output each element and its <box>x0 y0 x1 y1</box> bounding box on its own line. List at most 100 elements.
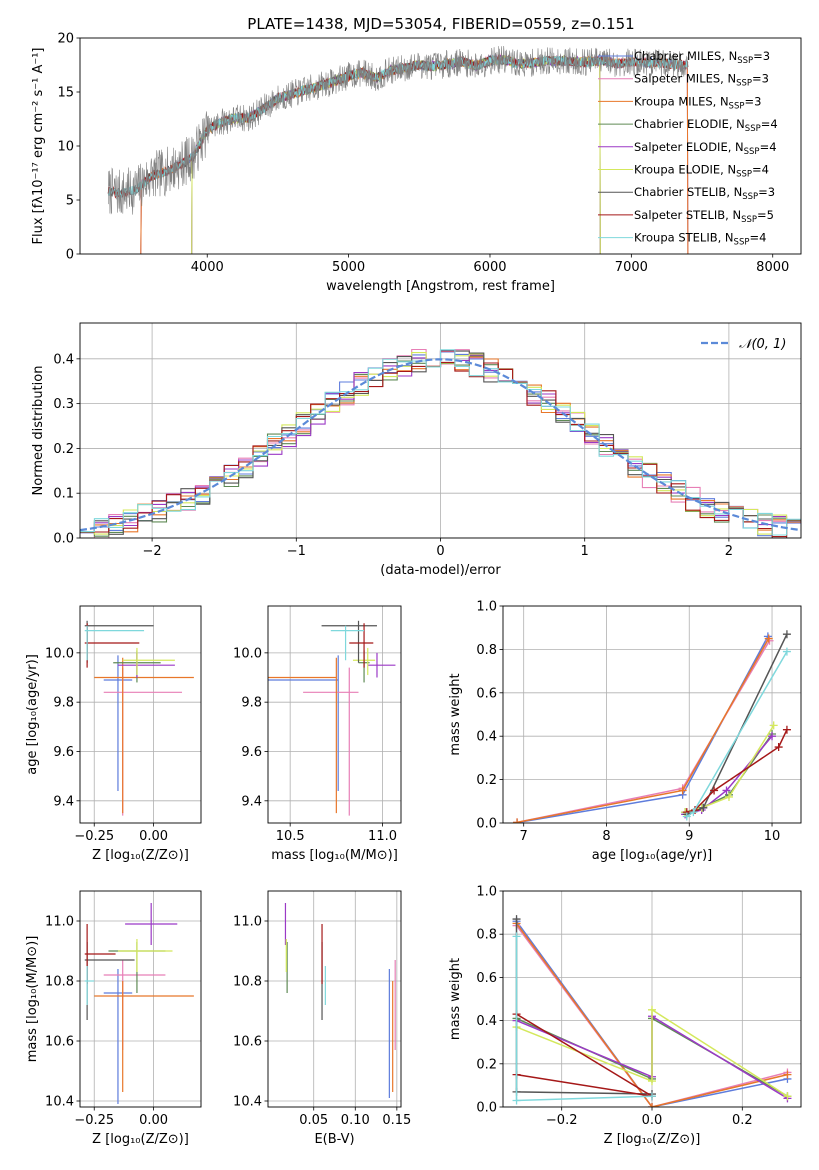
tick-label-x: 0.00 <box>139 1113 168 1128</box>
tick-label-y: 11.0 <box>233 915 262 930</box>
tick-label-y: 0.1 <box>53 487 74 502</box>
panel-weight_vs_age: 7 8 9 10 0.0 0.2 0.4 0.6 0.8 1.0 age [log₁₀(age/yr… <box>448 600 802 863</box>
legend-sub: SSP <box>745 124 761 134</box>
tick-label-x: 2 <box>725 544 733 559</box>
tick-label-x: 11.0 <box>368 829 397 844</box>
weight-marker <box>783 1092 792 1101</box>
weight-marker <box>783 1070 792 1079</box>
legend-nssp: =4 <box>761 117 778 131</box>
legend-sub: SSP <box>744 147 760 157</box>
model-line-chabrier-miles <box>140 54 689 254</box>
weight-marker <box>782 647 791 656</box>
model-line-kroupa-elodie <box>191 54 601 254</box>
legend-name: Salpeter MILES, N <box>634 72 736 86</box>
y-axis-label: Normed distribution <box>31 366 46 496</box>
tick-label-y: 10.8 <box>233 975 262 990</box>
tick-label-x: 9 <box>685 829 693 844</box>
legend-name: Kroupa STELIB, N <box>634 231 734 245</box>
legend-sub: SSP <box>734 238 750 248</box>
legend-sub: SSP <box>741 215 757 225</box>
plot-area <box>503 606 801 823</box>
tick-label-y: 0.4 <box>476 1014 497 1029</box>
model-line-chabrier-elodie <box>191 54 601 254</box>
tick-label-x: 0.05 <box>299 1113 328 1128</box>
tick-label-x: 8000 <box>756 260 789 275</box>
legend-name: Kroupa MILES, N <box>634 94 729 108</box>
weight-marker <box>648 1092 656 1101</box>
x-axis-label: Z [log₁₀(Z/Z⊙)] <box>92 848 189 863</box>
panel-spectrum: 4000 5000 6000 7000 8000 0 5 10 15 20 wavelength [… <box>31 32 802 294</box>
x-axis-label: mass [log₁₀(M/M⊙)] <box>271 848 398 863</box>
weight-line <box>515 936 653 1102</box>
model-line-chabrier-stelib <box>107 54 689 198</box>
legend-entry: Chabrier MILES, NSSP=3 <box>634 49 770 66</box>
legend-nssp: =3 <box>758 185 775 199</box>
tick-label-y: 5 <box>66 194 74 209</box>
weight-marker <box>769 721 778 730</box>
plot-area <box>80 891 201 1107</box>
panel-weight_vs_Z: −0.2 0.0 0.2 0.0 0.2 0.4 0.6 0.8 1.0 Z [log₁₀(Z/Z… <box>448 885 802 1147</box>
panel-mass_vs_Z: −0.25 0.00 10.4 10.6 10.8 11.0 Z [log₁₀(Z/Z⊙)]… <box>25 890 202 1147</box>
weight-marker <box>782 725 791 734</box>
x-axis-label: wavelength [Angstrom, rest frame] <box>326 279 555 294</box>
legend-name: Salpeter ELODIE, N <box>634 140 744 154</box>
legend-entry: Chabrier ELODIE, NSSP=4 <box>634 117 778 134</box>
weight-marker <box>513 818 522 823</box>
weight-marker <box>689 808 698 817</box>
model-line-salpeter-miles <box>140 53 689 254</box>
weight-line <box>515 925 788 1107</box>
legend-nssp: =5 <box>757 208 774 222</box>
y-axis-label: mass weight <box>448 673 463 755</box>
tick-label-x: 7 <box>520 829 528 844</box>
legend-sub: SSP <box>736 170 752 180</box>
weight-marker <box>764 634 773 643</box>
y-axis-label: mass weight <box>448 958 463 1040</box>
legend-nssp: =3 <box>752 72 769 86</box>
tick-label-y: 10.6 <box>45 1035 74 1050</box>
weight-marker <box>512 932 521 941</box>
weight-marker <box>724 792 733 801</box>
tick-label-x: 0.15 <box>382 1113 411 1128</box>
weight-marker <box>648 1103 656 1107</box>
plot-area <box>107 45 689 254</box>
plot-area <box>80 323 801 538</box>
tick-label-x: −1 <box>287 544 306 559</box>
axes-frame <box>79 890 202 1108</box>
tick-label-y: 0.2 <box>476 1057 497 1072</box>
legend-nssp: =4 <box>749 231 766 245</box>
x-axis-label: Z [log₁₀(Z/Z⊙)] <box>604 1132 701 1147</box>
tick-label-y: 0.0 <box>476 1101 497 1116</box>
tick-label-y: 9.6 <box>53 745 74 760</box>
panel-age_vs_mass: 10.5 11.0 9.4 9.6 9.8 10.0 mass [log₁₀(M/M⊙)] <box>233 605 402 863</box>
legend-sub: SSP <box>736 79 752 89</box>
legend-name: Chabrier ELODIE, N <box>634 117 745 131</box>
tick-label-x: −0.25 <box>74 1113 114 1128</box>
axes-frame <box>267 890 402 1108</box>
model-line-kroupa-stelib <box>107 54 689 199</box>
weight-line <box>516 1013 653 1097</box>
tick-label-x: 10.5 <box>276 829 305 844</box>
weight-marker <box>699 803 708 812</box>
model-line-salpeter-stelib <box>107 54 689 199</box>
tick-label-x: 4000 <box>191 260 224 275</box>
tick-label-x: −2 <box>143 544 162 559</box>
legend-nssp: =3 <box>753 49 770 63</box>
tick-label-x: 7000 <box>615 260 648 275</box>
weight-marker <box>678 786 687 795</box>
legend-nssp: =3 <box>744 94 761 108</box>
tick-label-x: 10 <box>764 829 781 844</box>
tick-label-x: 8 <box>602 829 610 844</box>
legend-name: Kroupa ELODIE, N <box>634 163 736 177</box>
normal-curve <box>80 358 801 532</box>
tick-label-y: 10 <box>57 140 74 155</box>
x-axis-label: age [log₁₀(age/yr)] <box>592 848 713 863</box>
tick-label-y: 0.8 <box>476 928 497 943</box>
legend-entry: Kroupa MILES, NSSP=3 <box>634 94 761 111</box>
legend-sub: SSP <box>729 101 745 111</box>
weight-marker <box>774 743 783 752</box>
tick-label-y: 1.0 <box>476 885 497 900</box>
axes-frame <box>267 605 402 824</box>
weight-line <box>515 922 788 1107</box>
